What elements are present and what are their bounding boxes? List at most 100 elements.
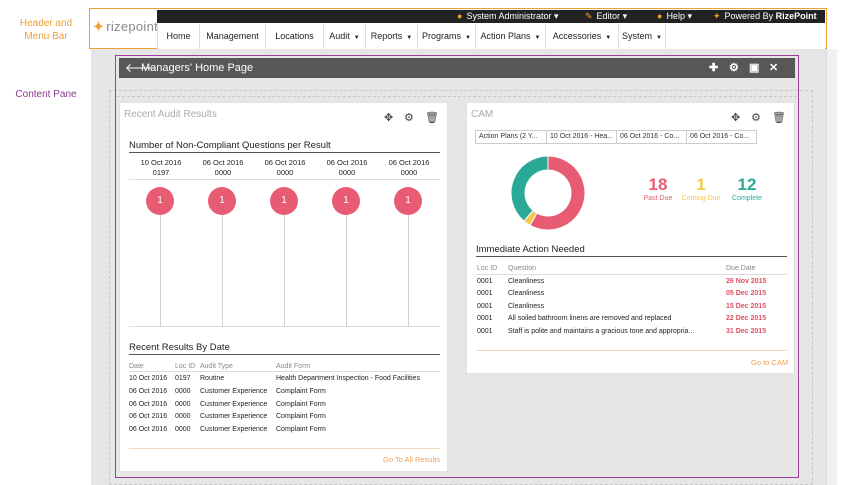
tab-audit-result[interactable]: 10 Oct 2016 - Hea...: [547, 131, 617, 143]
rizepoint-mark-icon: ✦: [713, 11, 721, 21]
save-icon[interactable]: ▣: [749, 62, 760, 74]
menu-label: Home: [166, 31, 191, 41]
result-stem: [222, 201, 223, 327]
editor-menu[interactable]: ✎ Editor ▾: [585, 11, 628, 21]
menu-item-home[interactable]: Home: [157, 24, 200, 49]
complete-count: 12: [737, 175, 757, 194]
menu-item-reports[interactable]: Reports ▼: [366, 24, 418, 49]
menu-item-action-plans[interactable]: Action Plans ▼: [476, 24, 546, 49]
result-column-header: 06 Oct 2016 0000: [382, 158, 436, 178]
chevron-down-icon: ▼: [534, 35, 541, 41]
non-compliant-count-badge[interactable]: 1: [394, 187, 422, 215]
cell-date: 06 Oct 2016: [129, 401, 168, 408]
info-icon: ●: [657, 11, 663, 21]
complete-label: Complete: [732, 195, 762, 202]
result-column-header: 06 Oct 2016 0000: [320, 158, 374, 178]
cell-audit-type: Customer Experience: [200, 413, 268, 420]
cell-audit-form: Complaint Form: [276, 388, 326, 395]
menu-label: Action Plans: [480, 31, 531, 41]
menu-item-system[interactable]: System ▼: [619, 24, 666, 49]
non-compliant-count-badge[interactable]: 1: [270, 187, 298, 215]
header-annotation-label: Header and Menu Bar: [19, 18, 73, 42]
result-stem: [160, 201, 161, 327]
column-header-date: Date: [129, 363, 144, 370]
non-compliant-count-badge[interactable]: 1: [146, 187, 174, 215]
gear-icon[interactable]: ⚙: [751, 112, 761, 124]
header-divider: [129, 371, 440, 372]
move-icon[interactable]: ✥: [731, 112, 741, 124]
coming-due-count: 1: [696, 175, 706, 194]
cell-due-date: 22 Dec 2015: [726, 315, 767, 322]
chart-baseline: [129, 326, 440, 327]
cell-audit-form: Complaint Form: [276, 401, 326, 408]
move-icon[interactable]: ✥: [384, 112, 394, 124]
vertical-scrollbar[interactable]: [826, 49, 837, 485]
result-loc: 0000: [276, 168, 294, 177]
plus-icon[interactable]: ✚: [709, 62, 719, 74]
section-divider: [476, 256, 787, 257]
result-date: 06 Oct 2016: [326, 158, 368, 167]
cell-audit-type: Routine: [200, 375, 225, 382]
logo-mark-icon: ✦: [93, 19, 105, 34]
cell-due-date: 15 Dec 2015: [726, 303, 767, 310]
result-column-header: 06 Oct 2016 0000: [196, 158, 250, 178]
menu-item-audit[interactable]: Audit ▼: [324, 24, 366, 49]
menu-item-locations[interactable]: Locations: [266, 24, 324, 49]
gear-icon[interactable]: ⚙: [404, 112, 414, 124]
chevron-down-icon: ▼: [353, 35, 360, 41]
cam-tab-strip: Action Plans (2 Y... 10 Oct 2016 - Hea..…: [475, 130, 757, 144]
cell-question: Cleanliness: [508, 290, 545, 297]
tab-audit-result[interactable]: 06 Oct 2016 - Co...: [617, 131, 687, 143]
gear-icon[interactable]: ⚙: [729, 62, 739, 74]
cell-loc-id: 0000: [175, 413, 191, 420]
column-header-due-date: Due Date: [726, 265, 756, 272]
widget-title: Recent Audit Results: [124, 109, 217, 120]
donut-slice-complete[interactable]: [510, 155, 549, 222]
rizepoint-logo[interactable]: ✦ rizepoint: [93, 19, 158, 35]
tab-audit-result[interactable]: 06 Oct 2016 - Co...: [690, 133, 750, 140]
menu-item-accessories[interactable]: Accessories ▼: [546, 24, 619, 49]
go-to-all-results-link[interactable]: Go To All Results: [383, 455, 440, 464]
menu-label: Audit: [329, 31, 350, 41]
cell-question: Staff is polite and maintains a gracious…: [508, 328, 695, 335]
non-compliant-count-badge[interactable]: 1: [208, 187, 236, 215]
user-menu[interactable]: ● System Administrator ▾: [457, 11, 559, 21]
menu-item-management[interactable]: Management: [200, 24, 266, 49]
go-to-cam-link[interactable]: Go to CAM: [751, 358, 789, 367]
menu-label: Management: [206, 31, 259, 41]
help-label: Help: [666, 11, 685, 21]
cell-question: All soiled bathroom linens are removed a…: [508, 315, 672, 322]
cell-loc-id: 0000: [175, 388, 191, 395]
section-divider: [129, 152, 440, 153]
editor-label: Editor: [596, 11, 621, 21]
chevron-down-icon: ▼: [605, 35, 612, 41]
cell-date: 10 Oct 2016: [129, 375, 168, 382]
close-icon[interactable]: ✕: [769, 62, 779, 74]
cam-widget: CAM ✥ ⚙ 🗑 Immediate Action Needed Loc ID…: [466, 102, 795, 374]
powered-prefix: Powered By: [724, 11, 776, 21]
cam-status-donut[interactable]: [510, 155, 586, 231]
donut-slice-past-due[interactable]: [529, 155, 586, 231]
result-date: 06 Oct 2016: [202, 158, 244, 167]
chart-title: Number of Non-Compliant Questions per Re…: [129, 140, 331, 151]
arrow-left-icon[interactable]: 🡐: [125, 61, 158, 75]
content-annotation-label: Content Pane: [15, 89, 77, 100]
user-icon: ●: [457, 11, 463, 21]
header-and-menu-bar: ✦ rizepoint ● System Administrator ▾ ✎ Edit…: [89, 8, 827, 49]
result-date: 10 Oct 2016: [140, 158, 182, 167]
cell-due-date: 26 Nov 2015: [726, 278, 767, 285]
trash-icon[interactable]: 🗑: [425, 112, 439, 124]
non-compliant-count-badge[interactable]: 1: [332, 187, 360, 215]
past-due-count: 18: [648, 175, 668, 194]
cell-question: Cleanliness: [508, 278, 545, 285]
cell-audit-form: Health Department Inspection - Food Faci…: [276, 375, 420, 382]
trash-icon[interactable]: 🗑: [772, 112, 786, 124]
column-header-audit-type: Audit Type: [200, 363, 233, 370]
result-column-header: 10 Oct 2016 0197: [134, 158, 188, 178]
cell-due-date: 31 Dec 2015: [726, 328, 767, 335]
widget-title: CAM: [471, 109, 494, 120]
menu-item-programs[interactable]: Programs ▼: [418, 24, 476, 49]
tab-action-plans[interactable]: Action Plans (2 Y...: [476, 131, 547, 143]
cell-question: Cleanliness: [508, 303, 545, 310]
help-menu[interactable]: ● Help ▾: [657, 11, 692, 21]
